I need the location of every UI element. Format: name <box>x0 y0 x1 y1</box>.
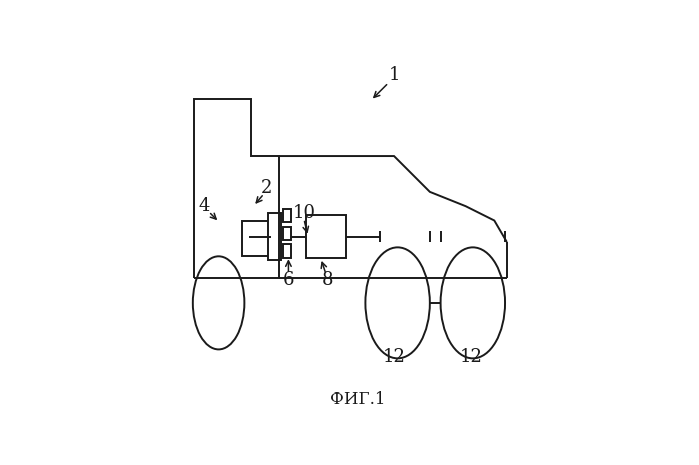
Text: 2: 2 <box>261 179 273 197</box>
Text: 4: 4 <box>199 197 210 215</box>
Bar <box>268 213 280 260</box>
Text: 12: 12 <box>382 347 405 365</box>
Bar <box>242 220 268 256</box>
Text: ФИГ.1: ФИГ.1 <box>331 391 386 408</box>
Bar <box>283 226 291 240</box>
Bar <box>306 215 346 258</box>
Bar <box>283 209 291 222</box>
Text: 10: 10 <box>293 204 316 222</box>
Text: 8: 8 <box>322 271 333 289</box>
Bar <box>283 245 291 258</box>
Text: 6: 6 <box>282 271 294 289</box>
Text: 12: 12 <box>459 347 482 365</box>
Text: 1: 1 <box>388 66 400 85</box>
